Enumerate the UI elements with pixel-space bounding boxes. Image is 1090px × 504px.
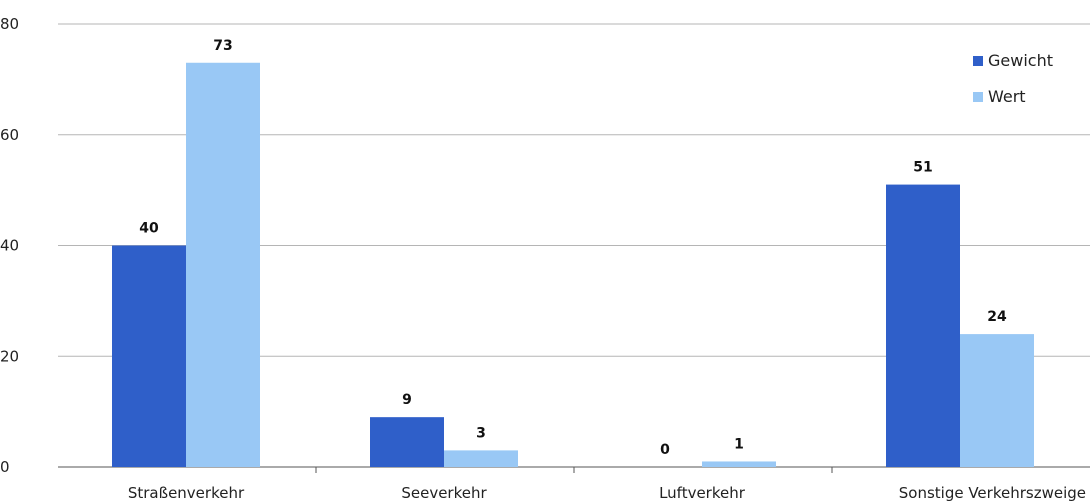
data-label: 24 (987, 309, 1007, 325)
data-label: 40 (139, 221, 159, 237)
bars (112, 62, 1034, 467)
x-tick-label: Sonstige Verkehrszweige (899, 484, 1086, 502)
bar-wert-0 (186, 62, 260, 467)
data-label: 3 (476, 425, 486, 441)
y-tick-label: 60 (0, 126, 19, 144)
bar-gewicht-3 (886, 184, 960, 467)
y-tick-label: 0 (0, 458, 10, 476)
bar-wert-1 (444, 450, 518, 467)
bar-gewicht-0 (112, 245, 186, 467)
legend-swatch-wert (973, 92, 983, 102)
data-label: 9 (402, 392, 412, 408)
y-tick-label: 40 (0, 237, 19, 255)
x-tick-label: Luftverkehr (659, 484, 746, 502)
y-tick-label: 20 (0, 347, 19, 365)
x-axis: Straßenverkehr Seeverkehr Luftverkehr Sonst… (128, 467, 1086, 502)
y-axis: 0 20 40 60 80 (0, 15, 19, 476)
data-labels: 40 73 9 3 0 1 51 24 (139, 38, 1007, 458)
bar-wert-2 (702, 461, 776, 467)
legend-swatch-gewicht (973, 56, 983, 66)
bar-wert-3 (960, 334, 1034, 467)
legend-label-wert: Wert (988, 87, 1026, 106)
legend: Gewicht Wert (973, 51, 1053, 106)
data-label: 0 (660, 442, 670, 458)
data-label: 1 (734, 436, 744, 452)
bar-gewicht-1 (370, 417, 444, 467)
data-label: 51 (913, 160, 932, 176)
y-tick-label: 80 (0, 15, 19, 33)
x-tick-label: Seeverkehr (401, 484, 487, 502)
legend-label-gewicht: Gewicht (988, 51, 1053, 70)
data-label: 73 (213, 38, 232, 54)
x-tick-label: Straßenverkehr (128, 484, 245, 502)
